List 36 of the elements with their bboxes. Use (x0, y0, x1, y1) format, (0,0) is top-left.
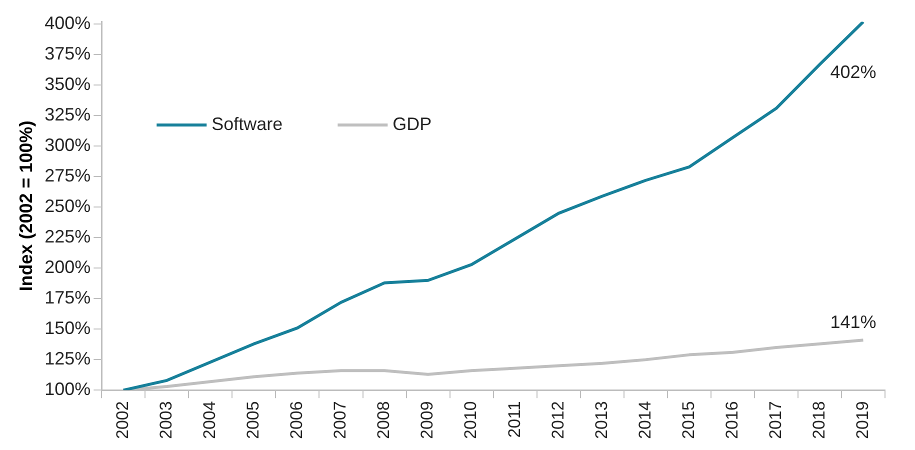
x-tick-label: 2015 (678, 401, 698, 440)
y-tick-label: 125% (44, 348, 91, 369)
x-tick-label: 2006 (287, 401, 306, 440)
x-tick-label: 2007 (330, 401, 350, 440)
x-tick-label: 2002 (113, 401, 132, 440)
y-tick-label: 300% (44, 135, 91, 156)
y-tick-label: 325% (44, 104, 91, 125)
x-tick-label: 2005 (244, 401, 263, 440)
x-tick-label: 2013 (592, 401, 611, 440)
x-tick-label: 2004 (200, 401, 220, 440)
y-tick-label: 200% (44, 257, 91, 278)
y-tick-label: 150% (44, 318, 91, 338)
y-tick-label: 250% (44, 196, 91, 216)
annotation: 141% (830, 312, 876, 332)
x-tick-label: 2019 (852, 401, 872, 440)
x-tick-label: 2008 (374, 401, 394, 440)
annotation: 402% (830, 62, 876, 82)
y-tick-label: 175% (44, 288, 91, 308)
x-tick-label: 2010 (461, 401, 480, 440)
x-tick-label: 2011 (504, 401, 524, 438)
legend-label: Software (212, 114, 283, 134)
x-tick-label: 2014 (635, 401, 654, 440)
y-axis-title: Index (2002 = 100%) (16, 120, 36, 292)
legend-label: GDP (392, 114, 432, 134)
x-tick-label: 2017 (766, 401, 785, 440)
y-tick-label: 350% (44, 74, 91, 94)
x-tick-label: 2016 (722, 401, 742, 440)
y-tick-label: 400% (44, 13, 91, 34)
x-tick-label: 2009 (418, 401, 437, 440)
x-tick-label: 2018 (809, 401, 828, 440)
y-tick-label: 100% (44, 379, 91, 400)
x-tick-label: 2003 (156, 401, 176, 440)
y-tick-label: 275% (44, 166, 91, 186)
y-tick-label: 225% (44, 226, 91, 247)
x-tick-label: 2012 (548, 401, 568, 440)
y-tick-label: 375% (44, 44, 91, 64)
